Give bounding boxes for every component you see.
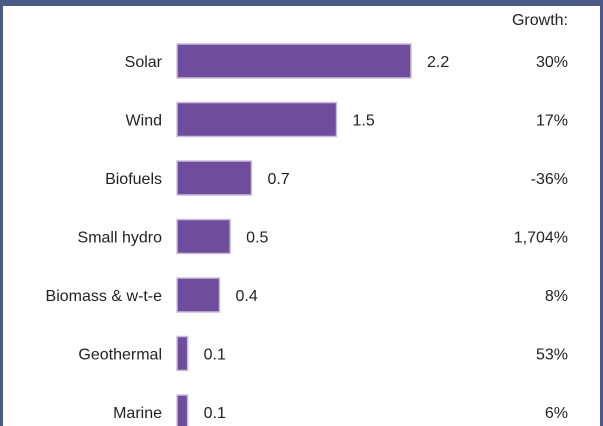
bar-row: Marine 0.1 6% xyxy=(113,394,568,426)
bar-row: Wind 1.5 17% xyxy=(126,101,568,138)
growth-header: Growth: xyxy=(512,12,568,29)
bar-row: Biomass & w-t-e 0.4 8% xyxy=(46,277,568,313)
value-label: 0.1 xyxy=(204,347,226,364)
value-label: 1.5 xyxy=(353,113,375,130)
value-label: 0.4 xyxy=(236,288,258,305)
value-label: 0.1 xyxy=(204,405,226,422)
bar xyxy=(176,101,338,138)
value-label: 0.5 xyxy=(246,230,268,247)
right-border xyxy=(600,0,603,426)
bar-row: Solar 2.2 30% xyxy=(125,43,568,79)
growth-label: 8% xyxy=(545,288,568,305)
bar xyxy=(176,218,231,255)
bar-row: Small hydro 0.5 1,704% xyxy=(78,218,568,255)
growth-label: 1,704% xyxy=(514,230,568,247)
bar-rows: Solar 2.2 30% Wind 1.5 17% Biofuels 0.7 -36% Smal… xyxy=(46,43,568,426)
growth-label: 53% xyxy=(536,347,568,364)
category-label: Wind xyxy=(126,113,162,130)
bar-row: Geothermal 0.1 53% xyxy=(78,335,568,372)
growth-label: 30% xyxy=(536,54,568,71)
growth-label: 6% xyxy=(545,405,568,422)
bar xyxy=(176,335,189,372)
growth-label: 17% xyxy=(536,113,568,130)
bar xyxy=(176,43,412,79)
category-label: Geothermal xyxy=(78,347,162,364)
category-label: Solar xyxy=(125,54,163,71)
value-label: 0.7 xyxy=(267,171,289,188)
top-banner xyxy=(0,0,603,6)
bar-row: Biofuels 0.7 -36% xyxy=(105,160,568,196)
left-border xyxy=(0,0,3,426)
growth-label: -36% xyxy=(531,171,568,188)
category-label: Biofuels xyxy=(105,171,162,188)
category-label: Small hydro xyxy=(78,230,163,247)
category-label: Biomass & w-t-e xyxy=(46,288,163,305)
category-label: Marine xyxy=(113,405,162,422)
bar xyxy=(176,394,189,426)
bar xyxy=(176,277,221,313)
value-label: 2.2 xyxy=(427,54,449,71)
bar xyxy=(176,160,253,196)
